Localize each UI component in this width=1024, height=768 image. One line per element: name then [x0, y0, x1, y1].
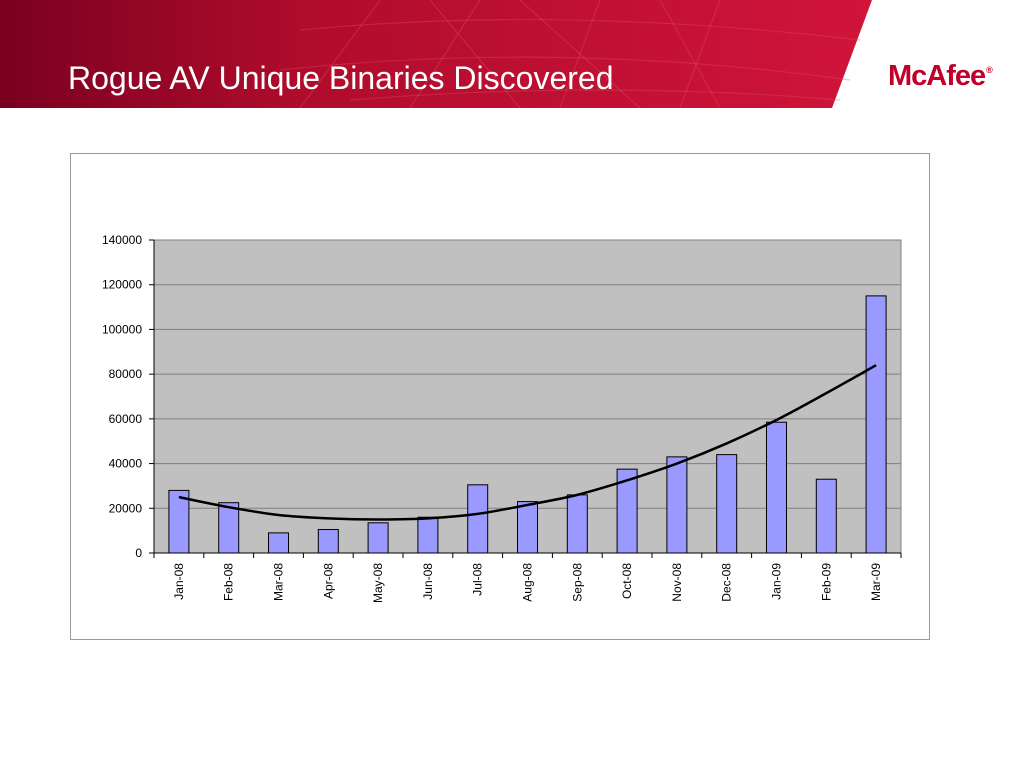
x-tick-label: Aug-08 [521, 563, 535, 602]
chart-frame: 0 20000 40000 60000 80000 100000 120000 140000 … [70, 153, 930, 640]
y-tick-label: 140000 [102, 233, 142, 247]
bar-jul-08 [467, 484, 489, 554]
x-tick-label: Sep-08 [570, 563, 584, 602]
trendline [178, 364, 877, 521]
bar-may-08 [367, 522, 389, 554]
x-tick-label: Jun-08 [421, 563, 435, 600]
y-tick-label: 20000 [109, 501, 143, 515]
x-tick-label: Apr-08 [321, 563, 335, 599]
x-tick-label: Mar-08 [272, 563, 286, 601]
x-tick-label: Jan-08 [172, 563, 186, 600]
logo-text: McAfee [888, 60, 986, 92]
x-tick-label: Feb-08 [222, 563, 236, 601]
bar-dec-08 [716, 454, 738, 554]
bar-jan-09 [766, 421, 787, 554]
axes [149, 239, 902, 558]
y-tick-label: 40000 [109, 457, 143, 471]
slide-title: Rogue AV Unique Binaries Discovered [68, 60, 614, 96]
slide-header: Rogue AV Unique Binaries Discovered McAf… [0, 0, 1024, 108]
y-tick-labels: 0 20000 40000 60000 80000 100000 120000 140000 [102, 233, 142, 560]
bar-apr-08 [317, 529, 339, 554]
bar-chart: 020000400006000080000100000120000140000 … [102, 233, 902, 603]
x-tick-labels: Jan-08 Feb-08 Mar-08 Apr-08 May-08 Jun-08 Jul-… [172, 563, 883, 603]
bar-aug-08 [517, 501, 538, 554]
y-tick-label: 80000 [109, 367, 143, 381]
bar-feb-08 [218, 502, 240, 554]
bars [168, 295, 887, 554]
mcafee-logo: McAfee® [888, 60, 993, 92]
y-tick-label: 60000 [109, 412, 143, 426]
x-tick-label: Feb-09 [819, 563, 833, 601]
x-tick-label: Jul-08 [471, 563, 485, 596]
x-tick-label: Dec-08 [720, 563, 734, 602]
bar-mar-09 [865, 295, 887, 554]
y-tick-label: 120000 [102, 278, 142, 292]
bar-mar-08 [268, 532, 289, 554]
registered-mark: ® [986, 65, 993, 75]
header-banner [0, 0, 872, 108]
bar-feb-09 [815, 478, 837, 554]
x-tick-label: Nov-08 [670, 563, 684, 602]
bar-jun-08 [417, 516, 439, 554]
y-tick-label: 100000 [102, 322, 142, 336]
bar-sep-08 [566, 494, 588, 554]
bar-nov-08 [666, 456, 688, 554]
x-tick-label: Jan-09 [770, 563, 784, 600]
x-tick-label: Mar-09 [869, 563, 883, 601]
y-tick-label: 0 [135, 546, 142, 560]
x-tick-label: May-08 [371, 563, 385, 603]
x-tick-label: Oct-08 [620, 563, 634, 599]
